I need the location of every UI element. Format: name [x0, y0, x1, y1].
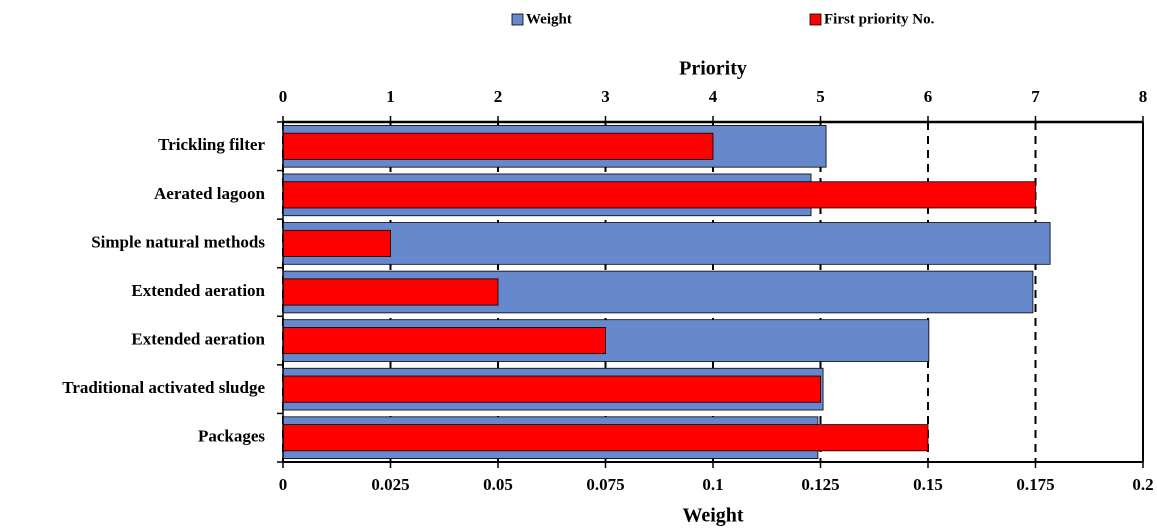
x2-tick-label: 2 — [494, 87, 503, 106]
x-tick-label: 0.125 — [801, 475, 839, 494]
x-tick-label: 0.075 — [586, 475, 624, 494]
x-tick-label: 0.025 — [371, 475, 409, 494]
x2-tick-label: 7 — [1031, 87, 1040, 106]
x2-tick-label: 1 — [386, 87, 395, 106]
x2-tick-label: 0 — [279, 87, 288, 106]
bar — [282, 375, 821, 403]
x2-tick-label: 5 — [816, 87, 825, 106]
x-axis-title: Weight — [682, 505, 743, 527]
category-label: Packages — [198, 427, 265, 446]
x2-tick-label: 6 — [924, 87, 933, 106]
x2-tick-label: 3 — [601, 87, 610, 106]
legend-swatch — [809, 13, 822, 26]
x-tick-label: 0.1 — [702, 475, 723, 494]
category-label: Extended aeration — [131, 281, 265, 300]
x-tick-label: 0.15 — [913, 475, 943, 494]
bar — [282, 222, 1051, 265]
legend-label: Weight — [526, 11, 572, 27]
category-label: Simple natural methods — [91, 232, 265, 251]
x-tick-label: 0 — [279, 475, 288, 494]
x-tick-label: 0.2 — [1132, 475, 1153, 494]
bar — [282, 229, 391, 257]
x-tick-label: 0.175 — [1016, 475, 1054, 494]
x-tick-label: 0.05 — [483, 475, 513, 494]
bar — [282, 278, 499, 306]
category-label: Aerated lagoon — [154, 184, 266, 203]
x2-tick-label: 8 — [1139, 87, 1148, 106]
legend-label: First priority No. — [824, 11, 935, 27]
x2-tick-label: 4 — [709, 87, 718, 106]
category-label: Traditional activated sludge — [62, 378, 265, 397]
bar — [282, 132, 714, 160]
x2-axis-title: Priority — [679, 58, 747, 80]
bar — [282, 424, 929, 452]
bar — [282, 327, 606, 355]
category-label: Extended aeration — [131, 329, 265, 348]
bar — [282, 181, 1036, 209]
legend-swatch — [511, 13, 524, 26]
category-label: Trickling filter — [158, 135, 265, 154]
